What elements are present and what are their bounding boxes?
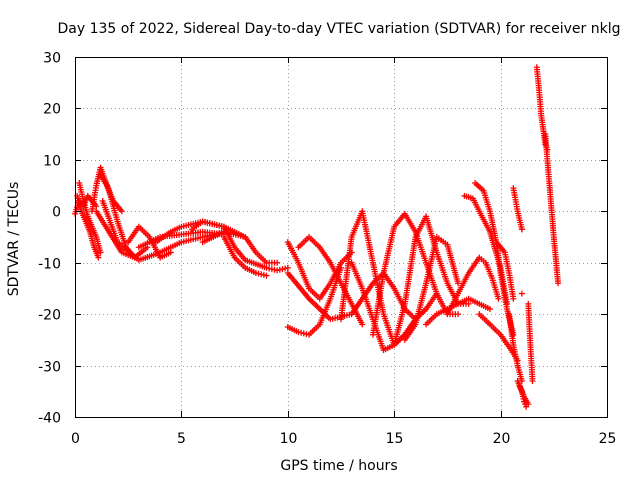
data-point	[529, 378, 536, 384]
data-point	[95, 254, 102, 261]
y-tick-label: -30	[38, 360, 61, 376]
series-arc-24	[444, 254, 502, 318]
series-arc-37	[542, 131, 562, 287]
data-point	[518, 226, 525, 233]
series-arc-17	[295, 234, 366, 328]
data-point	[359, 321, 366, 328]
series-arc-35	[525, 300, 536, 384]
y-tick-label: 0	[52, 205, 61, 221]
axis-ticks	[75, 57, 608, 418]
x-tick-label: 10	[280, 431, 298, 447]
series-arc-8	[125, 223, 174, 261]
data-points	[72, 64, 562, 410]
data-point	[510, 295, 517, 302]
x-tick-label: 20	[493, 431, 511, 447]
data-point	[284, 264, 291, 271]
series-arc-12	[220, 234, 270, 279]
data-point	[118, 208, 125, 215]
data-point	[555, 280, 562, 287]
series-arc-33	[518, 290, 525, 297]
data-point	[455, 280, 462, 287]
data-point	[455, 311, 462, 318]
y-axis-label: SDTVAR / TECUs	[6, 182, 22, 297]
tick-labels: 0 5 10 15 20 25 -40 -30 -20 -10 0 10 20 30	[38, 51, 616, 448]
data-point	[97, 249, 104, 256]
y-tick-label: -20	[38, 308, 61, 324]
data-point	[518, 290, 525, 297]
series-arc-21	[391, 213, 472, 348]
series-arc-3	[76, 180, 104, 256]
data-point	[495, 295, 502, 302]
data-point	[167, 249, 174, 256]
data-point	[525, 401, 532, 408]
x-axis-label: GPS time / hours	[280, 458, 397, 474]
data-point	[423, 306, 430, 312]
y-tick-label: -10	[38, 257, 61, 273]
data-point	[263, 272, 270, 279]
data-point	[486, 306, 493, 312]
series-arc-13	[199, 228, 281, 266]
grid	[75, 57, 607, 417]
series-arc-28	[493, 239, 517, 302]
y-tick-label: -40	[38, 411, 61, 427]
series-arc-2	[74, 192, 102, 261]
series-arc-32	[516, 383, 532, 408]
y-tick-label: 20	[43, 102, 61, 118]
x-tick-label: 5	[177, 431, 186, 447]
data-point	[274, 259, 281, 266]
series-arc-18	[338, 208, 440, 348]
plot-frame	[75, 57, 608, 418]
series-arc-22	[401, 234, 462, 343]
chart-title: Day 135 of 2022, Sidereal Day-to-day VTE…	[58, 21, 621, 37]
series-arc-29	[506, 311, 525, 384]
y-tick-label: 10	[43, 154, 61, 170]
x-tick-label: 25	[599, 431, 617, 447]
x-tick-label: 15	[386, 431, 404, 447]
x-tick-label: 0	[71, 431, 80, 447]
series-arc-34	[518, 226, 525, 233]
y-tick-label: 30	[43, 51, 61, 67]
data-point	[465, 300, 472, 307]
series-arc-5	[97, 172, 125, 215]
data-point	[338, 264, 344, 271]
